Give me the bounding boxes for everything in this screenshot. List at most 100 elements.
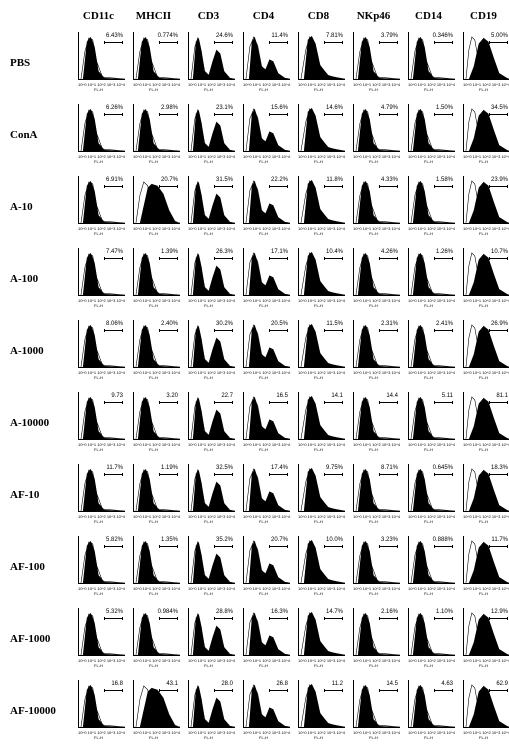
histogram-svg [464,392,509,439]
histogram-panel: 14.510^010^110^210^310^4FL-H [347,676,400,738]
gate-line [104,42,123,43]
histogram-plot: 6.91% [78,176,125,224]
percentage-label: 20.7% [271,537,288,543]
histogram-plot: 0.984% [133,608,180,656]
percentage-label: 14.6% [326,105,343,111]
gate-line [434,618,453,619]
percentage-label: 18.3% [491,465,508,471]
x-axis-label: FL-H [182,447,235,452]
percentage-label: 11.8% [326,177,343,183]
gate-line [159,474,178,475]
gate-line [379,474,398,475]
histogram-panel: 3.79%10^010^110^210^310^4FL-H [347,28,400,90]
histogram-panel: 16.3%10^010^110^210^310^4FL-H [237,604,290,666]
histogram-plot: 23.9% [463,176,509,224]
gate-line [269,618,288,619]
histogram-svg [134,608,180,655]
histogram-svg [79,536,125,583]
x-axis-label: FL-H [402,735,455,740]
histogram-svg [299,104,345,151]
x-axis-label: FL-H [292,375,345,380]
percentage-label: 14.4 [386,393,398,399]
percentage-label: 5.11 [442,393,453,399]
row-label-a-1000: A-1000 [10,316,70,386]
histogram-panel: 0.888%10^010^110^210^310^4FL-H [402,532,455,594]
percentage-label: 5.32% [106,609,123,615]
histogram-svg [299,608,345,655]
percentage-label: 20.5% [271,321,288,327]
histogram-plot: 7.81% [298,32,345,80]
histogram-panel: 6.43%10^010^110^210^310^4FL-H [72,28,125,90]
histogram-svg [189,392,235,439]
gate-line [159,42,178,43]
percentage-label: 15.6% [271,105,288,111]
histogram-plot: 11.4% [243,32,290,80]
histogram-panel: 4.6310^010^110^210^310^4FL-H [402,676,455,738]
x-axis-label: FL-H [457,519,509,524]
histogram-panel: 14.410^010^110^210^310^4FL-H [347,388,400,450]
histogram-plot: 16.3% [243,608,290,656]
percentage-label: 1.19% [161,465,178,471]
percentage-label: 10.4% [326,249,343,255]
histogram-panel: 35.2%10^010^110^210^310^4FL-H [182,532,235,594]
gate-line [104,114,123,115]
histogram-plot: 5.00% [463,32,509,80]
histogram-plot: 0.645% [408,464,455,512]
percentage-label: 43.1 [166,681,178,687]
histogram-plot: 5.32% [78,608,125,656]
histogram-plot: 11.8% [298,176,345,224]
percentage-label: 0.888% [433,537,453,543]
histogram-plot: 1.35% [133,536,180,584]
gate-line [214,690,233,691]
histogram-svg [134,104,180,151]
histogram-plot: 1.10% [408,608,455,656]
histogram-svg [409,104,455,151]
gate-line [104,402,123,403]
histogram-panel: 11.210^010^110^210^310^4FL-H [292,676,345,738]
histogram-plot: 3.20 [133,392,180,440]
percentage-label: 20.7% [161,177,178,183]
percentage-label: 62.9 [496,681,508,687]
histogram-svg [464,320,509,367]
histogram-plot: 0.346% [408,32,455,80]
percentage-label: 17.1% [271,249,288,255]
histogram-svg [244,104,290,151]
percentage-label: 81.1 [496,393,508,399]
gate-line [214,402,233,403]
percentage-label: 16.5 [276,393,288,399]
histogram-panel: 16.810^010^110^210^310^4FL-H [72,676,125,738]
histogram-panel: 43.110^010^110^210^310^4FL-H [127,676,180,738]
x-axis-label: FL-H [457,159,509,164]
x-axis-label: FL-H [72,231,125,236]
histogram-svg [244,248,290,295]
histogram-panel: 3.2010^010^110^210^310^4FL-H [127,388,180,450]
gate-line [434,546,453,547]
percentage-label: 11.2 [332,681,343,687]
histogram-plot: 16.5 [243,392,290,440]
histogram-plot: 3.23% [353,536,400,584]
percentage-label: 3.79% [381,33,398,39]
x-axis-label: FL-H [182,663,235,668]
histogram-svg [409,32,455,79]
histogram-panel: 8.71%10^010^110^210^310^4FL-H [347,460,400,522]
row-label-a-10: A-10 [10,172,70,242]
gate-line [434,114,453,115]
histogram-panel: 18.3%10^010^110^210^310^4FL-H [457,460,509,522]
histogram-svg [79,392,125,439]
gate-line [434,402,453,403]
histogram-panel: 4.79%10^010^110^210^310^4FL-H [347,100,400,162]
x-axis-label: FL-H [457,447,509,452]
gate-line [159,258,178,259]
histogram-plot: 4.26% [353,248,400,296]
histogram-plot: 1.39% [133,248,180,296]
histogram-plot: 43.1 [133,680,180,728]
histogram-panel: 23.9%10^010^110^210^310^4FL-H [457,172,509,234]
gate-line [159,114,178,115]
gate-line [324,42,343,43]
gate-line [269,186,288,187]
x-axis-label: FL-H [182,303,235,308]
histogram-plot: 26.8 [243,680,290,728]
histogram-svg [464,464,509,511]
histogram-plot: 18.3% [463,464,509,512]
gate-line [214,618,233,619]
